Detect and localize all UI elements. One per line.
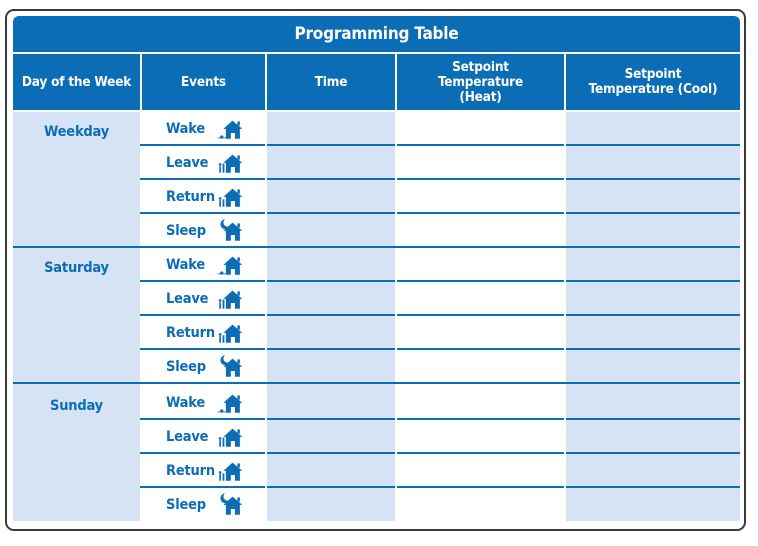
group-divider bbox=[13, 246, 740, 248]
row-divider bbox=[397, 418, 564, 420]
event-label: Wake bbox=[166, 256, 206, 273]
event-cell: Return bbox=[140, 180, 265, 213]
event-cell: Wake bbox=[140, 386, 265, 419]
row-divider bbox=[267, 212, 395, 214]
event-cell: Return bbox=[140, 316, 265, 349]
row-divider bbox=[267, 314, 395, 316]
event-cell: Return bbox=[140, 454, 265, 487]
event-label: Return bbox=[166, 324, 215, 341]
cool-column[interactable] bbox=[566, 112, 740, 521]
sleep-house-icon bbox=[220, 219, 243, 241]
row-divider bbox=[566, 314, 740, 316]
row-divider bbox=[397, 144, 564, 146]
row-divider bbox=[140, 178, 265, 180]
table-title: Programming Table bbox=[13, 16, 740, 52]
row-divider bbox=[267, 348, 395, 350]
row-divider bbox=[566, 418, 740, 420]
header-separator bbox=[265, 54, 267, 110]
header-time: Time bbox=[314, 73, 348, 90]
row-divider bbox=[140, 314, 265, 316]
heat-column[interactable] bbox=[397, 112, 564, 521]
row-divider bbox=[140, 280, 265, 282]
row-divider bbox=[397, 280, 564, 282]
return-house-icon bbox=[218, 462, 243, 481]
row-divider bbox=[566, 486, 740, 488]
event-cell: Sleep bbox=[140, 488, 265, 521]
row-divider bbox=[140, 452, 265, 454]
wake-house-icon bbox=[217, 394, 243, 413]
row-divider bbox=[140, 212, 265, 214]
event-label: Sleep bbox=[166, 496, 206, 513]
row-divider bbox=[267, 486, 395, 488]
event-label: Return bbox=[166, 188, 215, 205]
leave-house-icon bbox=[218, 154, 243, 173]
row-divider bbox=[397, 486, 564, 488]
leave-house-icon bbox=[218, 428, 243, 447]
row-divider bbox=[397, 348, 564, 350]
row-divider bbox=[566, 212, 740, 214]
header-day: Day of the Week bbox=[21, 73, 132, 90]
row-divider bbox=[397, 452, 564, 454]
time-column[interactable] bbox=[267, 112, 395, 521]
header-setpoint-heat: Setpoint Temperature (Heat) bbox=[438, 58, 523, 105]
event-cell: Wake bbox=[140, 248, 265, 281]
wake-house-icon bbox=[217, 120, 243, 139]
day-label: Sunday bbox=[50, 398, 103, 414]
row-divider bbox=[267, 144, 395, 146]
row-divider bbox=[566, 144, 740, 146]
group-divider bbox=[13, 382, 740, 384]
row-divider bbox=[397, 178, 564, 180]
return-house-icon bbox=[218, 188, 243, 207]
event-cell: Leave bbox=[140, 146, 265, 179]
row-divider bbox=[397, 314, 564, 316]
event-cell: Sleep bbox=[140, 350, 265, 383]
table-header-row: Day of the Week Events Time Setpoint Tem… bbox=[13, 54, 740, 110]
header-events: Events bbox=[181, 73, 226, 90]
programming-table-frame: Programming Table Day of the Week Events… bbox=[5, 9, 746, 531]
row-divider bbox=[566, 178, 740, 180]
row-divider bbox=[140, 418, 265, 420]
row-divider bbox=[566, 348, 740, 350]
header-separator bbox=[564, 54, 566, 110]
row-divider bbox=[267, 178, 395, 180]
header-separator bbox=[140, 54, 142, 110]
event-cell: Leave bbox=[140, 420, 265, 453]
leave-house-icon bbox=[218, 290, 243, 309]
event-cell: Leave bbox=[140, 282, 265, 315]
day-label: Saturday bbox=[44, 260, 109, 276]
wake-house-icon bbox=[217, 256, 243, 275]
row-divider bbox=[140, 348, 265, 350]
event-label: Sleep bbox=[166, 358, 206, 375]
header-setpoint-cool: Setpoint Temperature (Cool) bbox=[588, 66, 718, 97]
row-divider bbox=[566, 280, 740, 282]
sleep-house-icon bbox=[220, 493, 243, 515]
event-label: Sleep bbox=[166, 222, 206, 239]
event-label: Leave bbox=[166, 290, 209, 307]
event-label: Return bbox=[166, 462, 215, 479]
row-divider bbox=[140, 486, 265, 488]
day-label: Weekday bbox=[43, 124, 110, 140]
return-house-icon bbox=[218, 324, 243, 343]
row-divider bbox=[267, 418, 395, 420]
event-label: Leave bbox=[166, 154, 209, 171]
row-divider bbox=[140, 144, 265, 146]
row-divider bbox=[566, 452, 740, 454]
row-divider bbox=[267, 280, 395, 282]
event-label: Leave bbox=[166, 428, 209, 445]
event-cell: Sleep bbox=[140, 214, 265, 247]
sleep-house-icon bbox=[220, 355, 243, 377]
header-separator bbox=[395, 54, 397, 110]
row-divider bbox=[267, 452, 395, 454]
event-label: Wake bbox=[166, 120, 206, 137]
row-divider bbox=[397, 212, 564, 214]
day-column bbox=[13, 112, 140, 521]
event-cell: Wake bbox=[140, 112, 265, 145]
event-label: Wake bbox=[166, 394, 206, 411]
